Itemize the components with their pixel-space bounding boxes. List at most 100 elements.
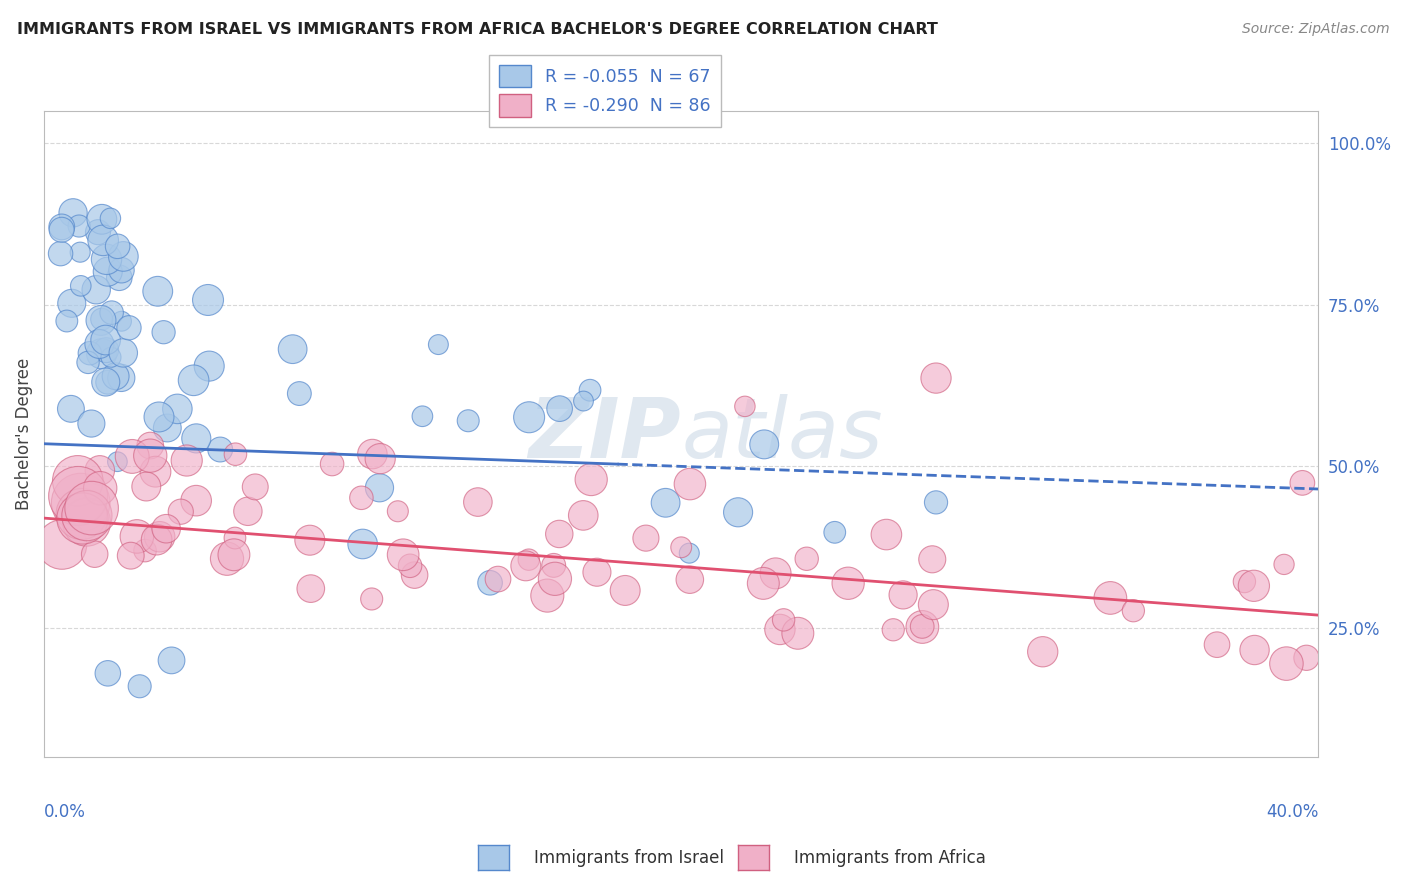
Point xyxy=(197,293,219,307)
Point xyxy=(76,515,98,529)
Point xyxy=(922,598,945,612)
Point xyxy=(152,325,174,339)
Point xyxy=(186,431,208,445)
Point xyxy=(387,504,409,518)
Point xyxy=(1371,426,1393,441)
Point xyxy=(298,533,321,548)
Point xyxy=(77,355,100,369)
Point xyxy=(155,522,177,536)
Point xyxy=(120,549,142,563)
Point xyxy=(404,568,426,582)
Point xyxy=(100,305,122,319)
Point xyxy=(84,283,107,297)
Point xyxy=(97,265,120,279)
Point xyxy=(281,342,304,356)
Text: 40.0%: 40.0% xyxy=(1265,803,1319,821)
Point xyxy=(89,481,111,495)
Point xyxy=(94,343,117,358)
Point xyxy=(837,576,859,591)
Point xyxy=(156,421,179,435)
Point xyxy=(97,376,120,390)
Point xyxy=(76,508,98,523)
Point xyxy=(457,414,479,428)
Point xyxy=(245,480,267,494)
Point xyxy=(89,463,111,477)
Point xyxy=(110,371,132,385)
Point xyxy=(80,417,103,431)
Point xyxy=(139,439,162,453)
Point xyxy=(145,533,167,547)
Point xyxy=(368,481,391,495)
Point xyxy=(467,495,489,509)
Point xyxy=(548,401,571,416)
Point xyxy=(160,653,183,667)
Point xyxy=(87,225,110,239)
Point xyxy=(139,449,162,463)
Point xyxy=(51,219,73,234)
Point xyxy=(399,558,422,573)
Point xyxy=(104,369,127,384)
Point xyxy=(90,313,112,327)
Point xyxy=(769,623,792,637)
Point xyxy=(72,511,94,525)
Point xyxy=(112,346,135,360)
Point xyxy=(1295,650,1317,665)
Point xyxy=(515,558,537,573)
Point xyxy=(134,543,156,558)
Point xyxy=(224,531,246,545)
Text: IMMIGRANTS FROM ISRAEL VS IMMIGRANTS FROM AFRICA BACHELOR'S DEGREE CORRELATION C: IMMIGRANTS FROM ISRAEL VS IMMIGRANTS FRO… xyxy=(17,22,938,37)
Point xyxy=(110,314,132,328)
Point xyxy=(83,547,105,561)
Point xyxy=(586,566,609,580)
Point xyxy=(236,504,259,518)
Point xyxy=(100,211,122,226)
Point xyxy=(112,249,135,263)
Point xyxy=(186,493,208,508)
Point xyxy=(543,558,565,573)
Point xyxy=(1272,558,1295,572)
Point xyxy=(669,541,692,555)
Point xyxy=(69,278,91,293)
Point xyxy=(411,409,433,424)
Point xyxy=(517,410,540,425)
Point xyxy=(321,457,343,471)
Point xyxy=(572,508,595,523)
Point xyxy=(299,582,322,596)
Point xyxy=(536,589,558,603)
Point xyxy=(166,401,188,416)
Point xyxy=(62,206,84,220)
Text: 0.0%: 0.0% xyxy=(44,803,86,821)
Point xyxy=(614,583,637,598)
Point xyxy=(288,386,311,401)
Point xyxy=(517,552,540,566)
Point xyxy=(94,333,117,347)
Point xyxy=(786,626,808,640)
Point xyxy=(925,495,948,509)
Point xyxy=(796,551,818,566)
Point xyxy=(734,400,756,414)
Point xyxy=(222,548,245,562)
Point xyxy=(149,530,172,544)
Point xyxy=(925,371,948,385)
Point xyxy=(121,450,143,464)
Point xyxy=(360,591,382,606)
Point xyxy=(548,527,571,541)
Point xyxy=(90,347,112,361)
Point xyxy=(634,531,657,545)
Point xyxy=(579,473,602,487)
Point xyxy=(479,575,502,590)
Point xyxy=(146,285,169,299)
Point xyxy=(198,359,221,373)
Point xyxy=(544,572,567,586)
Point xyxy=(69,495,91,509)
Point xyxy=(67,489,90,503)
Point xyxy=(882,623,904,637)
Y-axis label: Bachelor's Degree: Bachelor's Degree xyxy=(15,358,32,510)
Point xyxy=(67,219,90,233)
Text: Source: ZipAtlas.com: Source: ZipAtlas.com xyxy=(1241,22,1389,37)
Point xyxy=(125,529,148,543)
Point xyxy=(1233,574,1256,589)
Point xyxy=(66,474,89,488)
Point xyxy=(1122,604,1144,618)
Text: Immigrants from Africa: Immigrants from Africa xyxy=(794,849,986,867)
